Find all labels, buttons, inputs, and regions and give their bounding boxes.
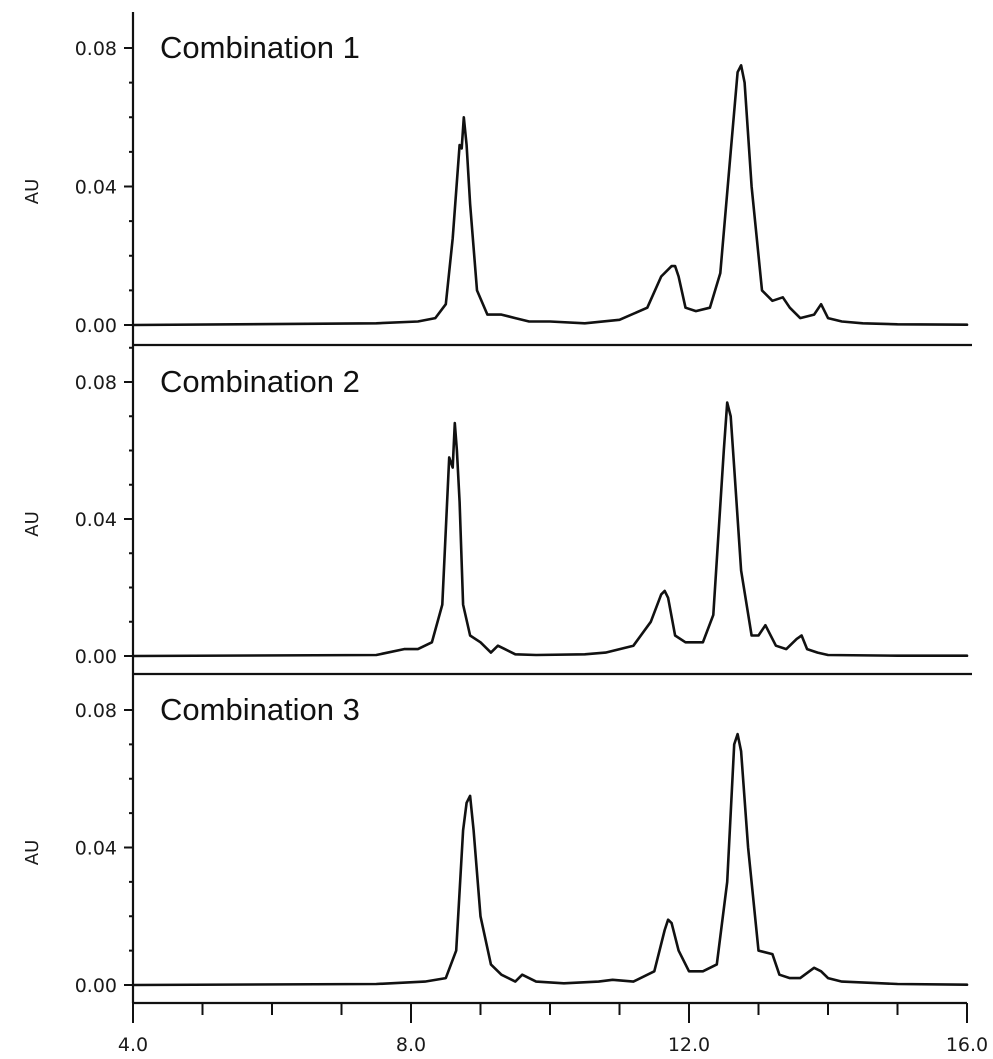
series-line-1 bbox=[131, 401, 969, 658]
chart-panel-1: 0.08 0.04 0.00 AU Combination 1 bbox=[22, 12, 972, 347]
y-axis-label: AU bbox=[22, 179, 43, 205]
y-tick-label: 0.00 bbox=[75, 646, 117, 668]
y-tick-label: 0.08 bbox=[75, 38, 117, 60]
panel-title: Combination 2 bbox=[160, 364, 360, 399]
y-tick-label: 0.08 bbox=[75, 700, 117, 722]
y-tick-label: 0.00 bbox=[75, 315, 117, 337]
chart-panel-2: 0.08 0.04 0.00 AU Combination 2 bbox=[22, 345, 972, 676]
y-tick-label: 0.04 bbox=[75, 838, 117, 860]
x-axis: 4.0 8.0 12.0 16.0 bbox=[118, 1001, 988, 1056]
chart-panels: 0.08 0.04 0.00 AU Combination 1 0.08 0.04 0.00 A… bbox=[22, 12, 972, 1003]
chart-panel-3: 0.08 0.04 0.00 AU Combination 3 bbox=[22, 674, 969, 1003]
x-tick-label: 16.0 bbox=[946, 1034, 988, 1056]
y-tick-label: 0.08 bbox=[75, 372, 117, 394]
x-tick-label: 12.0 bbox=[668, 1034, 710, 1056]
y-axis-label: AU bbox=[22, 511, 43, 537]
y-tick-label: 0.04 bbox=[75, 177, 117, 199]
x-tick-label: 8.0 bbox=[396, 1034, 426, 1056]
x-tick-label: 4.0 bbox=[118, 1034, 148, 1056]
series-line-1 bbox=[131, 732, 969, 987]
series-line-1 bbox=[131, 64, 969, 327]
y-axis-label: AU bbox=[22, 840, 43, 866]
y-tick-label: 0.00 bbox=[75, 975, 117, 997]
panel-title: Combination 3 bbox=[160, 692, 360, 727]
y-tick-label: 0.04 bbox=[75, 509, 117, 531]
panel-title: Combination 1 bbox=[160, 30, 360, 65]
